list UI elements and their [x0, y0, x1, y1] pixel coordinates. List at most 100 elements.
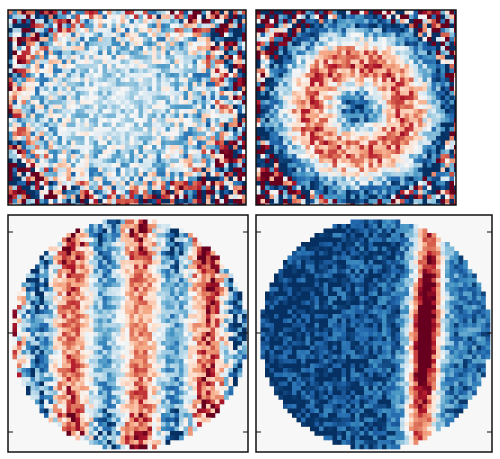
pixel: [35, 55, 40, 60]
pixel: [89, 199, 94, 204]
pixel: [404, 118, 410, 123]
pixel: [93, 91, 99, 96]
pixel: [210, 291, 216, 297]
pixel: [355, 37, 360, 42]
pixel: [328, 118, 333, 123]
pixel: [427, 86, 432, 92]
pixel: [355, 181, 360, 186]
pixel: [413, 91, 419, 96]
pixel: [125, 19, 130, 24]
pixel: [8, 100, 13, 105]
pixel: [296, 14, 302, 20]
pixel: [107, 118, 112, 123]
pixel: [21, 68, 27, 74]
pixel: [71, 287, 76, 292]
pixel: [138, 32, 144, 38]
pixel: [84, 91, 90, 96]
pixel: [427, 41, 432, 47]
pixel: [427, 91, 432, 96]
pixel: [269, 154, 275, 159]
pixel: [215, 82, 220, 87]
pixel: [386, 14, 392, 20]
pixel: [445, 145, 450, 150]
pixel: [107, 140, 112, 146]
pixel: [287, 32, 293, 38]
pixel: [382, 104, 387, 110]
pixel: [359, 194, 365, 200]
pixel: [377, 136, 383, 141]
pixel: [93, 199, 99, 204]
pixel: [35, 282, 40, 288]
pixel: [84, 64, 90, 69]
pixel: [215, 163, 220, 168]
pixel: [170, 50, 175, 56]
pixel: [48, 68, 54, 74]
pixel: [422, 136, 428, 141]
pixel: [237, 23, 243, 29]
pixel: [102, 127, 108, 132]
pixel: [192, 122, 198, 128]
pixel: [116, 122, 121, 128]
pixel: [310, 118, 315, 123]
pixel: [134, 242, 139, 247]
pixel: [125, 64, 130, 69]
pixel: [75, 291, 81, 297]
pixel: [147, 23, 153, 29]
pixel: [210, 199, 216, 204]
pixel: [183, 68, 189, 74]
pixel: [201, 77, 207, 83]
pixel: [436, 118, 441, 123]
pixel: [337, 37, 342, 42]
pixel: [80, 109, 85, 114]
pixel: [192, 10, 198, 15]
pixel: [201, 28, 207, 33]
pixel: [89, 176, 94, 182]
pixel: [301, 136, 306, 141]
pixel: [62, 278, 67, 283]
pixel: [17, 163, 22, 168]
pixel: [188, 158, 193, 164]
pixel: [233, 145, 238, 150]
pixel: [35, 86, 40, 92]
pixel: [26, 154, 31, 159]
pixel: [107, 269, 112, 274]
pixel: [12, 14, 18, 20]
pixel: [377, 145, 383, 150]
pixel: [152, 251, 157, 256]
pixel: [21, 55, 27, 60]
pixel: [156, 91, 162, 96]
pixel: [256, 14, 261, 20]
pixel: [292, 46, 297, 51]
pixel: [147, 77, 153, 83]
pixel: [422, 122, 428, 128]
pixel: [102, 109, 108, 114]
pixel: [341, 113, 347, 119]
pixel: [107, 158, 112, 164]
pixel: [283, 163, 288, 168]
pixel: [332, 104, 338, 110]
pixel: [237, 73, 243, 78]
pixel: [129, 145, 135, 150]
pixel: [391, 73, 396, 78]
pixel: [382, 194, 387, 200]
pixel: [192, 167, 198, 173]
pixel: [210, 82, 216, 87]
pixel: [17, 100, 22, 105]
pixel: [26, 59, 31, 65]
pixel: [265, 28, 270, 33]
pixel: [355, 145, 360, 150]
pixel: [278, 190, 284, 195]
pixel: [84, 77, 90, 83]
pixel: [373, 82, 378, 87]
pixel: [44, 194, 49, 200]
pixel: [98, 228, 103, 234]
pixel: [80, 77, 85, 83]
pixel: [287, 167, 293, 173]
pixel: [314, 59, 320, 65]
pixel: [418, 163, 423, 168]
pixel: [129, 68, 135, 74]
pixel: [201, 95, 207, 101]
pixel: [332, 136, 338, 141]
pixel: [265, 14, 270, 20]
pixel: [364, 32, 369, 38]
